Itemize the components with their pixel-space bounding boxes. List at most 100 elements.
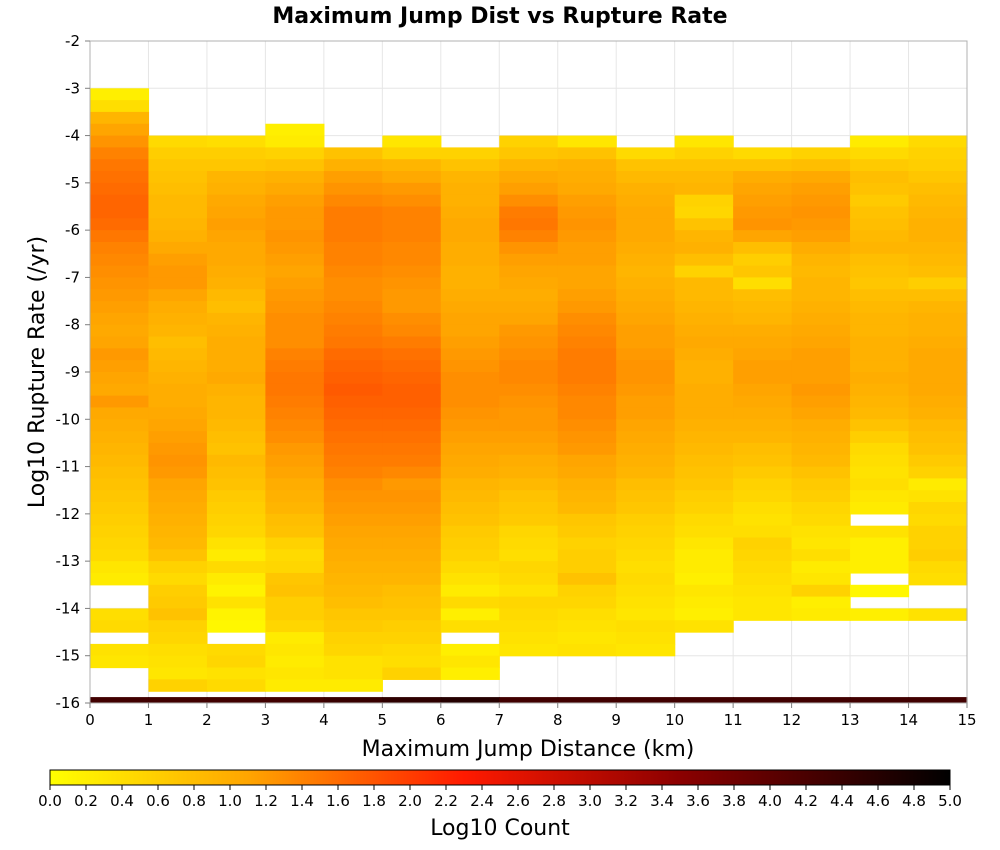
- heatmap-cell: [440, 265, 500, 279]
- heatmap-cell: [791, 230, 851, 243]
- heatmap-cell: [850, 395, 910, 409]
- x-tick-label: 12: [782, 711, 801, 729]
- heatmap-cell: [557, 206, 617, 219]
- heatmap-cell: [206, 490, 266, 503]
- heatmap-cell: [616, 253, 676, 267]
- heatmap-cell: [733, 419, 793, 432]
- heatmap-cell: [265, 525, 325, 539]
- heatmap-cell: [206, 277, 266, 290]
- heatmap-cell: [148, 513, 208, 527]
- heatmap-cell: [674, 230, 734, 243]
- colorbar-tick-label: 2.6: [506, 792, 530, 810]
- heatmap-cell: [908, 147, 968, 160]
- heatmap-cell: [499, 395, 559, 409]
- heatmap-cell: [499, 632, 559, 645]
- heatmap-cell: [265, 147, 325, 160]
- heatmap-cell: [265, 324, 325, 338]
- heatmap-cell: [908, 525, 968, 539]
- heatmap-cell: [850, 312, 910, 326]
- heatmap-cell: [616, 289, 676, 302]
- heatmap-cell: [908, 383, 968, 397]
- colorbar-tick-label: 5.0: [938, 792, 962, 810]
- heatmap-cell: [791, 312, 851, 326]
- heatmap-cell: [440, 241, 500, 255]
- heatmap-cell: [148, 159, 208, 172]
- heatmap-cell: [674, 312, 734, 326]
- heatmap-cell: [323, 324, 383, 338]
- heatmap-cell: [908, 466, 968, 479]
- heatmap-cell: [850, 697, 910, 703]
- heatmap-cell: [791, 360, 851, 373]
- heatmap-cell: [674, 336, 734, 349]
- heatmap-cell: [148, 324, 208, 338]
- heatmap-cell: [382, 348, 442, 361]
- heatmap-cell: [791, 572, 851, 586]
- heatmap-cell: [323, 667, 383, 680]
- heatmap-cell: [499, 513, 559, 527]
- heatmap-cell: [850, 159, 910, 172]
- heatmap-cell: [850, 383, 910, 397]
- heatmap-cell: [265, 561, 325, 574]
- heatmap-cell: [90, 100, 150, 113]
- y-tick-label: -9: [65, 363, 80, 381]
- heatmap-cell: [382, 490, 442, 503]
- heatmap-cell: [791, 301, 851, 314]
- y-tick-label: -6: [65, 221, 80, 239]
- heatmap-cell: [90, 419, 150, 432]
- heatmap-cell: [616, 218, 676, 231]
- heatmap-cell: [206, 679, 266, 692]
- heatmap-cell: [323, 502, 383, 515]
- heatmap-cell: [674, 159, 734, 172]
- colorbar-tick-label: 3.2: [614, 792, 638, 810]
- heatmap-cell: [265, 584, 325, 598]
- y-tick-label: -10: [56, 410, 81, 428]
- heatmap-cell: [323, 608, 383, 621]
- heatmap-cell: [382, 395, 442, 409]
- colorbar-tick-label: 0.2: [74, 792, 98, 810]
- heatmap-cell: [791, 549, 851, 562]
- heatmap-cell: [733, 324, 793, 338]
- heatmap-cell: [382, 336, 442, 349]
- heatmap-cell: [265, 383, 325, 397]
- heatmap-cell: [90, 348, 150, 361]
- heatmap-cell: [850, 206, 910, 219]
- heatmap-cell: [733, 159, 793, 172]
- heatmap-cell: [616, 454, 676, 468]
- x-tick-label: 13: [841, 711, 860, 729]
- heatmap-cell: [791, 348, 851, 361]
- y-tick-label: -4: [65, 127, 80, 145]
- heatmap-cell: [674, 194, 734, 208]
- heatmap-cell: [148, 431, 208, 444]
- heatmap-cell: [850, 502, 910, 515]
- heatmap-cell: [265, 348, 325, 361]
- heatmap-cell: [908, 301, 968, 314]
- heatmap-cell: [90, 431, 150, 444]
- heatmap-cell: [90, 407, 150, 420]
- heatmap-cell: [440, 230, 500, 243]
- heatmap-cell: [90, 241, 150, 255]
- heatmap-cell: [206, 206, 266, 219]
- colorbar-tick-label: 4.0: [758, 792, 782, 810]
- heatmap-cell: [90, 372, 150, 385]
- heatmap-cell: [323, 572, 383, 586]
- heatmap-cell: [440, 419, 500, 432]
- heatmap-cell: [499, 348, 559, 361]
- heatmap-cell: [499, 253, 559, 267]
- heatmap-cell: [382, 182, 442, 196]
- heatmap-cell: [674, 478, 734, 491]
- heatmap-cell: [90, 301, 150, 314]
- heatmap-cell: [206, 372, 266, 385]
- heatmap-cell: [850, 301, 910, 314]
- heatmap-cell: [148, 241, 208, 255]
- heatmap-cell: [850, 360, 910, 373]
- heatmap-cell: [265, 502, 325, 515]
- heatmap-cell: [440, 360, 500, 373]
- heatmap-cell: [791, 466, 851, 479]
- heatmap-cell: [206, 253, 266, 267]
- heatmap-cell: [206, 171, 266, 184]
- heatmap-cell: [616, 360, 676, 373]
- heatmap-cell: [616, 632, 676, 645]
- heatmap-cell: [206, 431, 266, 444]
- heatmap-cell: [90, 513, 150, 527]
- heatmap-cell: [733, 478, 793, 491]
